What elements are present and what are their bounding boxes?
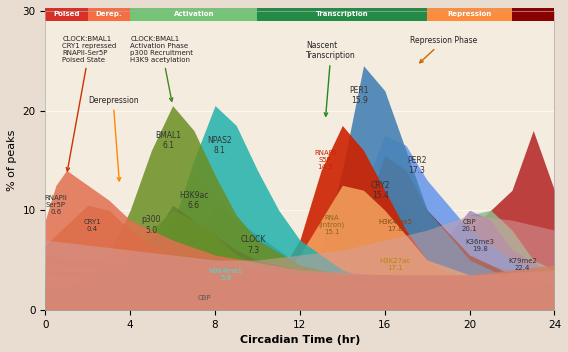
Text: Activation: Activation bbox=[174, 11, 214, 18]
Text: CRY2
15.4: CRY2 15.4 bbox=[371, 181, 390, 200]
Text: K36me3
19.8: K36me3 19.8 bbox=[466, 239, 495, 252]
Text: Repression Phase: Repression Phase bbox=[410, 36, 478, 63]
Text: Transcription: Transcription bbox=[316, 11, 369, 18]
Text: PER1
15.9: PER1 15.9 bbox=[349, 86, 369, 105]
Text: CBP: CBP bbox=[198, 295, 211, 301]
Bar bbox=[512, 8, 554, 21]
Text: NPAS2
8.1: NPAS2 8.1 bbox=[207, 136, 232, 155]
Text: H3K4me1
5.8: H3K4me1 5.8 bbox=[208, 269, 243, 281]
Text: RNAPII
Ser5P
0.6: RNAPII Ser5P 0.6 bbox=[44, 195, 68, 215]
Text: CLOCK
7.3: CLOCK 7.3 bbox=[240, 235, 266, 255]
Text: Derepression: Derepression bbox=[88, 96, 139, 181]
Text: CBP
20.1: CBP 20.1 bbox=[462, 219, 477, 232]
Text: CLOCK:BMAL1
Activation Phase
p300 Recruitment
H3K9 acetylation: CLOCK:BMAL1 Activation Phase p300 Recrui… bbox=[130, 36, 193, 101]
Bar bbox=[257, 8, 427, 21]
Text: H3K4me5
17.8: H3K4me5 17.8 bbox=[378, 219, 412, 232]
Text: H3K27ac
17.1: H3K27ac 17.1 bbox=[380, 258, 411, 271]
Text: PER2
17.3: PER2 17.3 bbox=[407, 156, 427, 175]
Bar bbox=[130, 8, 257, 21]
Text: Nascent
Transcription: Nascent Transcription bbox=[306, 41, 356, 116]
Text: RNAPII
S5P
14.5: RNAPII S5P 14.5 bbox=[314, 150, 337, 170]
Text: CLOCK:BMAL1
CRY1 repressed
RNAPII-Ser5P
Poised State: CLOCK:BMAL1 CRY1 repressed RNAPII-Ser5P … bbox=[62, 36, 116, 171]
Bar bbox=[88, 8, 130, 21]
Text: Derep.: Derep. bbox=[95, 11, 122, 18]
Y-axis label: % of peaks: % of peaks bbox=[7, 130, 17, 191]
Text: RNA
(intron)
15.1: RNA (intron) 15.1 bbox=[319, 215, 345, 235]
Bar bbox=[427, 8, 512, 21]
Bar bbox=[45, 8, 88, 21]
Text: CRY1
0.4: CRY1 0.4 bbox=[83, 219, 101, 232]
X-axis label: Circadian Time (hr): Circadian Time (hr) bbox=[240, 335, 360, 345]
Text: Poised: Poised bbox=[53, 11, 80, 18]
Text: K79me2
22.4: K79me2 22.4 bbox=[508, 258, 537, 271]
Text: p300
5.0: p300 5.0 bbox=[141, 215, 161, 235]
Text: Repression: Repression bbox=[448, 11, 492, 18]
Text: H3K9ac
6.6: H3K9ac 6.6 bbox=[179, 190, 208, 210]
Text: BMAL1
6.1: BMAL1 6.1 bbox=[156, 131, 181, 150]
